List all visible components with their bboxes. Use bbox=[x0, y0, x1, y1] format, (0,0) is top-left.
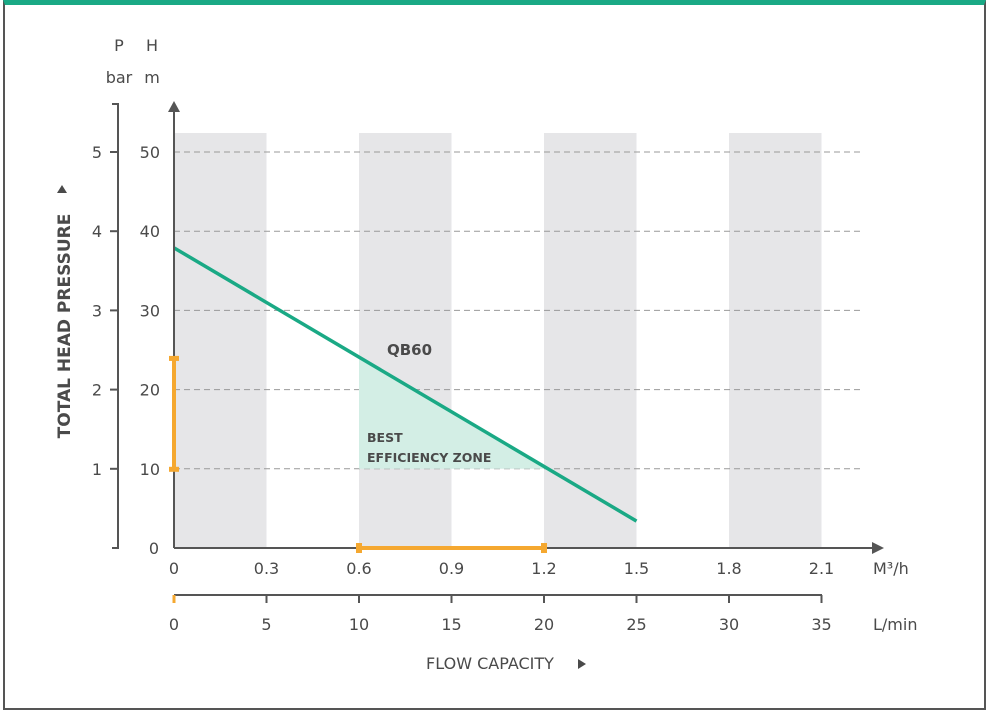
y-h-label: H bbox=[146, 36, 158, 55]
y-tick-label: 0 bbox=[149, 539, 159, 558]
x2-tick-label: 15 bbox=[441, 615, 461, 634]
flow-range-cap bbox=[541, 543, 547, 553]
shaded-band bbox=[729, 133, 822, 548]
y-axis-title: TOTAL HEAD PRESSURE bbox=[55, 214, 75, 439]
y2-tick-label: 2 bbox=[92, 381, 102, 400]
x2-tick-label: 25 bbox=[626, 615, 646, 634]
x-tick-label: 0.9 bbox=[439, 559, 464, 578]
x-unit: M³/h bbox=[873, 559, 909, 578]
x-axis-title: FLOW CAPACITY bbox=[426, 654, 554, 673]
y-tick-label: 40 bbox=[140, 222, 160, 241]
y-title-arrow-icon bbox=[57, 185, 67, 193]
head-range-cap bbox=[169, 466, 179, 472]
y-tick-label: 20 bbox=[140, 381, 160, 400]
x-tick-label: 0.6 bbox=[346, 559, 371, 578]
x2-tick-label: 20 bbox=[534, 615, 554, 634]
y2-tick-label: 5 bbox=[92, 143, 102, 162]
y-axis-arrow-icon bbox=[168, 101, 180, 112]
head-range-cap bbox=[169, 355, 179, 361]
x2-tick-label: 0 bbox=[169, 615, 179, 634]
shaded-band bbox=[174, 133, 267, 548]
x-tick-label: 1.8 bbox=[716, 559, 741, 578]
shaded-band bbox=[544, 133, 637, 548]
series-line-qb60 bbox=[173, 246, 638, 523]
y-p-unit: bar bbox=[106, 68, 133, 87]
chart-frame: 0 0 0.3 5 0.6 10 0.9 15 1.2 20 1.5 25 1.8 30 2.1 35 0 10 2… bbox=[3, 0, 986, 710]
y-tick-label: 50 bbox=[140, 143, 160, 162]
zone-label-2: EFFICIENCY ZONE bbox=[367, 450, 491, 465]
y-p-label: P bbox=[114, 36, 124, 55]
y2-tick-label: 1 bbox=[92, 460, 102, 479]
x2-tick-label: 5 bbox=[261, 615, 271, 634]
series-label: QB60 bbox=[387, 341, 432, 359]
bar-axis-line bbox=[112, 103, 119, 549]
flow-range-cap bbox=[356, 543, 362, 553]
x-axis-arrow-icon bbox=[872, 542, 884, 554]
x2-unit: L/min bbox=[873, 615, 917, 634]
y-h-unit: m bbox=[144, 68, 160, 87]
y2-tick-label: 3 bbox=[92, 301, 102, 320]
x-tick-label: 1.5 bbox=[624, 559, 649, 578]
x-title-arrow-icon bbox=[578, 659, 586, 669]
shaded-band bbox=[359, 133, 452, 548]
x-tick-label: 2.1 bbox=[809, 559, 834, 578]
y2-tick-label: 4 bbox=[92, 222, 102, 241]
y-tick-label: 10 bbox=[140, 460, 160, 479]
zone-label-1: BEST bbox=[367, 430, 403, 445]
x-tick-label: 1.2 bbox=[531, 559, 556, 578]
x2-tick-label: 30 bbox=[719, 615, 739, 634]
x2-tick-label: 10 bbox=[349, 615, 369, 634]
x2-tick-label: 35 bbox=[811, 615, 831, 634]
x-tick-label: 0 bbox=[169, 559, 179, 578]
y-tick-label: 30 bbox=[140, 301, 160, 320]
x-tick-label: 0.3 bbox=[254, 559, 279, 578]
